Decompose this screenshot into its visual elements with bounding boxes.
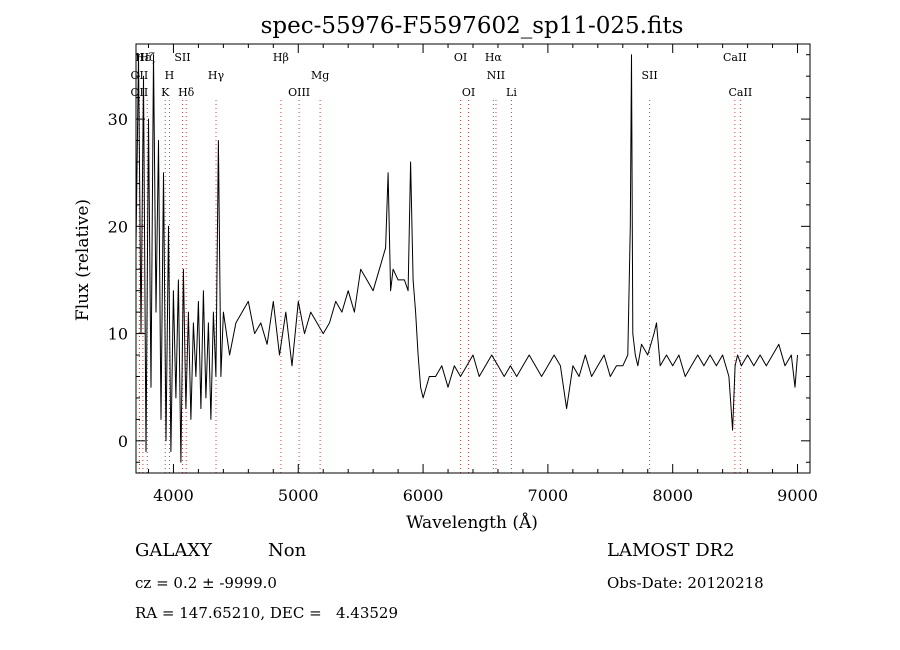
line-label-7: Hδ (178, 86, 195, 99)
ra-dec-coordinates: RA = 147.65210, DEC = 4.43529 (135, 604, 399, 622)
line-label-8: Hγ (208, 69, 225, 82)
x-tick-label: 4000 (153, 486, 194, 505)
line-label-5: K (161, 86, 170, 99)
y-tick-label: 30 (108, 110, 128, 129)
line-label-14: Hα (485, 51, 503, 64)
line-label-10: OIII (288, 86, 310, 99)
line-label-4: H (165, 69, 175, 82)
observation-date: Obs-Date: 20120218 (607, 574, 764, 592)
chart-title: spec-55976-F5597602_sp11-025.fits (261, 13, 684, 39)
x-tick-label: 8000 (652, 486, 693, 505)
line-label-9: Hβ (273, 51, 289, 64)
spectral-line-markers (138, 100, 741, 473)
x-tick-label: 7000 (528, 486, 569, 505)
line-label-11: Mg (311, 69, 329, 82)
y-tick-label: 10 (108, 325, 128, 344)
x-axis-label: Wavelength (Å) (406, 512, 538, 533)
x-tick-label: 6000 (403, 486, 444, 505)
x-tick-label: 9000 (777, 486, 818, 505)
object-class: GALAXY (135, 540, 213, 561)
y-axis-label: Flux (relative) (73, 199, 93, 321)
spectrum-series-layer (135, 54, 798, 463)
line-label-18: CaII (723, 51, 747, 64)
line-label-17: SII (641, 69, 657, 82)
line-label-12: OI (454, 51, 467, 64)
line-label-3: Hζ (139, 51, 155, 64)
plot-frame (135, 43, 811, 474)
spectrum-line-0 (135, 54, 798, 463)
axis-ticks (136, 44, 810, 473)
line-label-6: SII (174, 51, 190, 64)
line-label-19: CaII (729, 86, 753, 99)
object-subclass: Non (268, 540, 307, 561)
redshift-cz: cz = 0.2 ± -9999.0 (135, 574, 277, 592)
line-label-16: Li (506, 86, 517, 99)
survey-name: LAMOST DR2 (607, 540, 735, 561)
y-tick-label: 20 (108, 217, 128, 236)
line-label-13: OI (462, 86, 475, 99)
line-label-0: OII (131, 69, 149, 82)
spectral-line-labels: OIIOIIHεHζHKSIIHδHγHβOIIIMgOIOIHαNIILiSI… (131, 51, 753, 99)
x-tick-label: 5000 (278, 486, 319, 505)
line-label-15: NII (487, 69, 505, 82)
tick-labels: 4000 5000 6000 7000 8000 9000 0 10 20 30 (108, 110, 818, 505)
y-tick-label: 0 (118, 432, 128, 451)
